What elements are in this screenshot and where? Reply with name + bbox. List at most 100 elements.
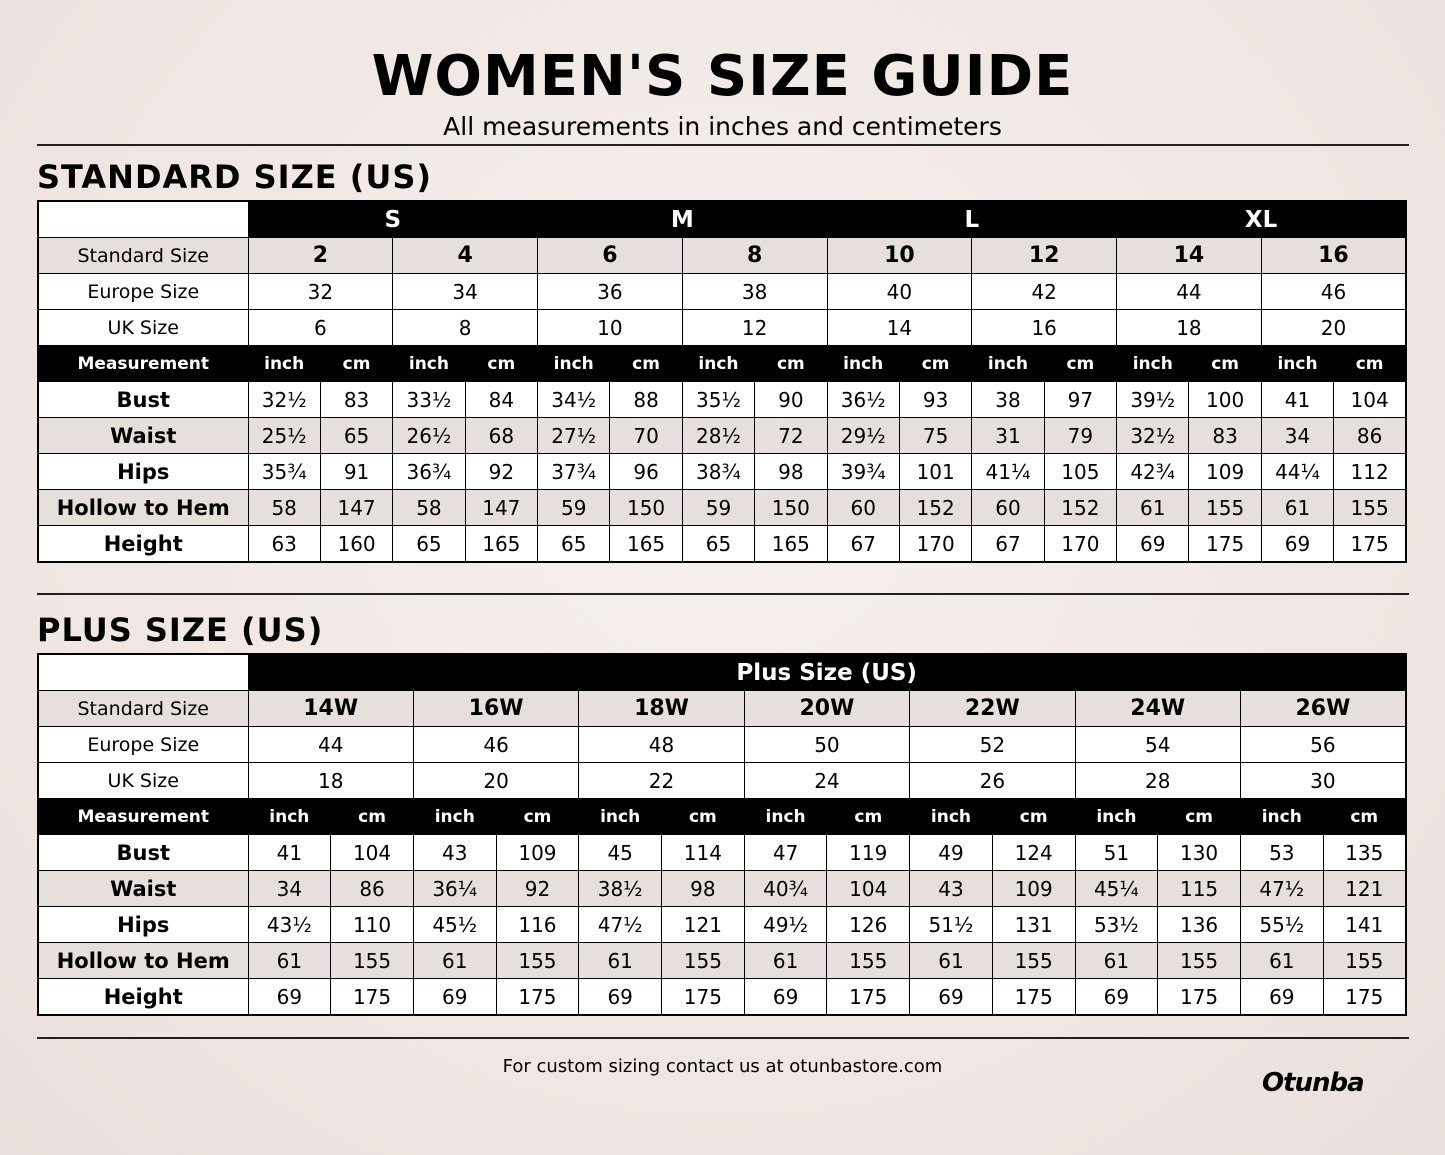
measurement-cell: 36¼ bbox=[412, 870, 497, 907]
unit-header: cm bbox=[1188, 345, 1262, 382]
size-cell: 14W bbox=[247, 690, 414, 727]
measurement-cell: 45½ bbox=[412, 906, 497, 943]
size-cell: 56 bbox=[1239, 726, 1407, 763]
size-cell: 28 bbox=[1074, 762, 1241, 799]
measurement-cell: 88 bbox=[609, 381, 683, 418]
size-cell: 40 bbox=[826, 273, 973, 310]
measurement-cell: 104 bbox=[330, 834, 414, 871]
measurement-cell: 100 bbox=[1188, 381, 1262, 418]
measurement-cell: 35¾ bbox=[247, 453, 321, 490]
size-cell: 22 bbox=[578, 762, 745, 799]
measurement-row: Waist 25½ 65 26½ 68 27½ 70 28½ 72 29½ 75 31 79 32½ 83 3… bbox=[37, 417, 1407, 454]
measurement-row: Hips 35¾ 91 36¾ 92 37¾ 96 38¾ 98 39¾ 101 41¼ 105 42¾ 1… bbox=[37, 453, 1407, 490]
measurement-cell: 51 bbox=[1074, 834, 1159, 871]
size-cell: 22W bbox=[909, 690, 1076, 727]
measurement-cell: 175 bbox=[661, 978, 745, 1016]
group-header: XL bbox=[1116, 200, 1407, 238]
row-label: Height bbox=[37, 978, 249, 1016]
measurement-cell: 83 bbox=[319, 381, 394, 418]
measurement-cell: 61 bbox=[743, 942, 828, 979]
group-header: L bbox=[826, 200, 1118, 238]
measurement-cell: 83 bbox=[1188, 417, 1262, 454]
measurement-cell: 45¼ bbox=[1074, 870, 1159, 907]
row-label: Bust bbox=[37, 381, 249, 418]
measurement-cell: 33½ bbox=[392, 381, 466, 418]
measurement-cell: 72 bbox=[754, 417, 828, 454]
unit-header: inch bbox=[971, 345, 1045, 382]
measurement-header: Measurement bbox=[37, 345, 249, 382]
measurement-cell: 61 bbox=[247, 942, 332, 979]
measurement-cell: 53 bbox=[1239, 834, 1324, 871]
measurement-cell: 147 bbox=[464, 489, 539, 526]
measurement-cell: 61 bbox=[909, 942, 993, 979]
measurement-row: Hollow to Hem 61 155 61 155 61 155 61 155 61 155 61… bbox=[37, 942, 1407, 979]
measurement-cell: 47 bbox=[743, 834, 828, 871]
measurement-cell: 175 bbox=[1322, 978, 1407, 1016]
measurement-cell: 91 bbox=[319, 453, 394, 490]
unit-header: inch bbox=[909, 798, 993, 835]
measurement-cell: 36¾ bbox=[392, 453, 466, 490]
brand-logo: Otunba bbox=[1262, 1068, 1365, 1098]
size-cell: 12 bbox=[681, 309, 828, 346]
group-header: M bbox=[537, 200, 828, 238]
measurement-cell: 98 bbox=[754, 453, 828, 490]
divider bbox=[37, 593, 1409, 595]
size-cell: 48 bbox=[578, 726, 745, 763]
measurement-cell: 116 bbox=[495, 906, 580, 943]
measurement-cell: 69 bbox=[1239, 978, 1324, 1016]
measurement-cell: 109 bbox=[495, 834, 580, 871]
measurement-cell: 58 bbox=[247, 489, 321, 526]
title: WOMEN'S SIZE GUIDE bbox=[371, 44, 1074, 109]
measurement-cell: 65 bbox=[681, 525, 756, 563]
size-cell: 10 bbox=[826, 237, 973, 274]
section-title: STANDARD SIZE (US) bbox=[37, 158, 433, 196]
measurement-cell: 27½ bbox=[537, 417, 611, 454]
measurement-row: Bust 32½ 83 33½ 84 34½ 88 35½ 90 36½ 93 38 97 39½ 100 4… bbox=[37, 381, 1407, 418]
measurement-cell: 155 bbox=[991, 942, 1076, 979]
row-label: Bust bbox=[37, 834, 249, 871]
size-cell: 8 bbox=[392, 309, 539, 346]
measurement-cell: 61 bbox=[1260, 489, 1335, 526]
unit-header: cm bbox=[1043, 345, 1118, 382]
size-cell: 34 bbox=[392, 273, 539, 310]
size-cell: 26 bbox=[909, 762, 1076, 799]
row-label: Hips bbox=[37, 453, 249, 490]
unit-header: cm bbox=[826, 798, 911, 835]
measurement-cell: 112 bbox=[1333, 453, 1407, 490]
measurement-cell: 155 bbox=[661, 942, 745, 979]
unit-header: inch bbox=[681, 345, 756, 382]
size-cell: 24 bbox=[743, 762, 911, 799]
measurement-cell: 49½ bbox=[743, 906, 828, 943]
measurement-cell: 130 bbox=[1157, 834, 1241, 871]
measurement-cell: 69 bbox=[578, 978, 663, 1016]
measurement-cell: 69 bbox=[412, 978, 497, 1016]
subtitle: All measurements in inches and centimete… bbox=[443, 112, 1002, 141]
measurement-cell: 110 bbox=[330, 906, 414, 943]
size-row: Standard Size 2 4 6 8 10 12 14 16 bbox=[37, 237, 1407, 274]
measurement-cell: 114 bbox=[661, 834, 745, 871]
measurement-cell: 97 bbox=[1043, 381, 1118, 418]
measurement-cell: 119 bbox=[826, 834, 911, 871]
unit-header: inch bbox=[1074, 798, 1159, 835]
size-cell: 54 bbox=[1074, 726, 1241, 763]
measurement-cell: 165 bbox=[609, 525, 683, 563]
size-cell: 52 bbox=[909, 726, 1076, 763]
row-label: Hips bbox=[37, 906, 249, 943]
size-row: Europe Size 44 46 48 50 52 54 56 bbox=[37, 726, 1407, 763]
measurement-cell: 49 bbox=[909, 834, 993, 871]
size-row: UK Size 6 8 10 12 14 16 18 20 bbox=[37, 309, 1407, 346]
row-label: Waist bbox=[37, 870, 249, 907]
measurement-cell: 53½ bbox=[1074, 906, 1159, 943]
size-cell: 16 bbox=[1260, 237, 1407, 274]
unit-header: inch bbox=[1260, 345, 1335, 382]
divider bbox=[37, 144, 1409, 146]
measurement-cell: 26½ bbox=[392, 417, 466, 454]
group-header: S bbox=[247, 200, 539, 238]
unit-header: cm bbox=[330, 798, 414, 835]
size-cell: 50 bbox=[743, 726, 911, 763]
measurement-cell: 109 bbox=[991, 870, 1076, 907]
measurement-cell: 43 bbox=[412, 834, 497, 871]
unit-header: inch bbox=[392, 345, 466, 382]
measurement-cell: 28½ bbox=[681, 417, 756, 454]
measurement-header-row: Measurement inch cm inch cm inch cm inch cm inch c… bbox=[37, 345, 1407, 382]
